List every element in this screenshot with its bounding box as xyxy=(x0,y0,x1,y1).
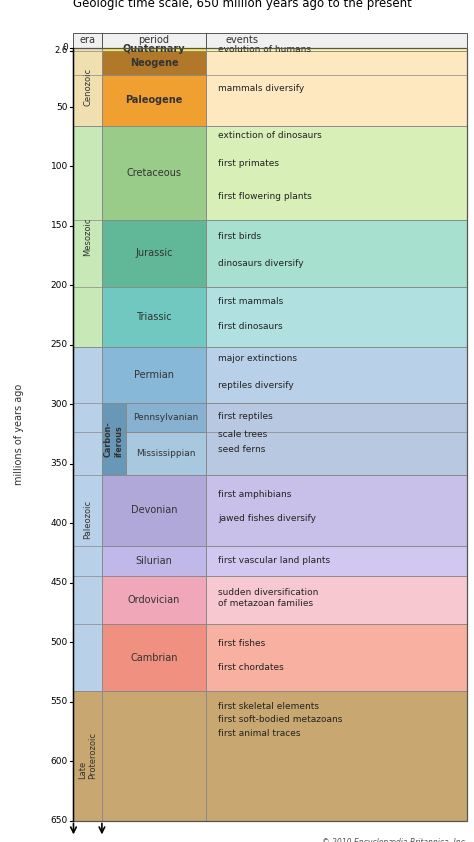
Text: Carbon-
iferous: Carbon- iferous xyxy=(104,421,123,456)
Text: 450: 450 xyxy=(51,578,68,587)
Bar xyxy=(206,347,467,403)
Text: first vascular land plants: first vascular land plants xyxy=(218,557,330,565)
Text: Jurassic: Jurassic xyxy=(135,248,173,258)
Text: Late
Proterozoic: Late Proterozoic xyxy=(78,733,97,780)
Text: sudden diversification: sudden diversification xyxy=(218,589,319,597)
Text: Cretaceous: Cretaceous xyxy=(127,168,182,178)
Text: first fishes: first fishes xyxy=(218,638,265,647)
Bar xyxy=(102,75,206,126)
Bar xyxy=(102,126,206,220)
Bar xyxy=(73,691,102,821)
Text: 300: 300 xyxy=(51,400,68,409)
Text: 50: 50 xyxy=(56,103,68,111)
Text: Silurian: Silurian xyxy=(136,556,173,566)
Bar xyxy=(73,47,102,126)
Text: 150: 150 xyxy=(51,221,68,231)
Text: Mississippian: Mississippian xyxy=(136,449,196,457)
Bar xyxy=(206,546,467,576)
Bar xyxy=(102,220,206,286)
Bar xyxy=(102,576,206,625)
Text: Paleogene: Paleogene xyxy=(125,95,183,105)
Text: 200: 200 xyxy=(51,281,68,290)
Bar xyxy=(206,220,467,286)
Bar xyxy=(206,625,467,691)
Text: first primates: first primates xyxy=(218,159,279,168)
Text: 400: 400 xyxy=(51,519,68,528)
Bar xyxy=(206,403,467,475)
Text: 250: 250 xyxy=(51,340,68,349)
Text: jawed fishes diversify: jawed fishes diversify xyxy=(218,514,316,523)
Text: first animal traces: first animal traces xyxy=(218,729,301,738)
Text: 600: 600 xyxy=(51,757,68,765)
Bar xyxy=(102,691,206,821)
Text: first reptiles: first reptiles xyxy=(218,412,273,420)
Bar xyxy=(102,403,126,475)
Bar xyxy=(102,47,206,51)
Text: Permian: Permian xyxy=(134,370,174,381)
Bar xyxy=(206,47,467,51)
Text: first amphibians: first amphibians xyxy=(218,490,292,499)
Bar xyxy=(102,475,206,546)
Text: Quaternary: Quaternary xyxy=(123,44,185,54)
Text: dinosaurs diversify: dinosaurs diversify xyxy=(218,258,304,268)
Text: first flowering plants: first flowering plants xyxy=(218,192,312,201)
Bar xyxy=(102,546,206,576)
Text: 650: 650 xyxy=(51,816,68,825)
Bar xyxy=(73,347,102,691)
Bar xyxy=(206,34,467,47)
Text: scale trees: scale trees xyxy=(218,430,267,439)
Bar xyxy=(102,34,206,47)
Text: first soft-bodied metazoans: first soft-bodied metazoans xyxy=(218,715,342,724)
Text: evolution of humans: evolution of humans xyxy=(218,45,311,54)
Text: era: era xyxy=(80,35,96,45)
Text: period: period xyxy=(138,35,170,45)
Bar xyxy=(206,51,467,126)
Text: Devonian: Devonian xyxy=(131,505,177,515)
Text: 550: 550 xyxy=(51,697,68,706)
Bar xyxy=(206,286,467,347)
Text: 500: 500 xyxy=(51,637,68,647)
Bar xyxy=(206,576,467,625)
Bar xyxy=(102,347,206,403)
Text: 2.6: 2.6 xyxy=(55,46,68,56)
Text: Cenozoic: Cenozoic xyxy=(83,67,92,106)
Text: Ordovician: Ordovician xyxy=(128,595,180,605)
Text: 0: 0 xyxy=(62,43,68,52)
Bar xyxy=(126,432,206,475)
Bar xyxy=(73,34,102,47)
Bar xyxy=(206,475,467,546)
Bar xyxy=(206,691,467,821)
Bar xyxy=(206,126,467,220)
Text: events: events xyxy=(225,35,258,45)
Bar xyxy=(73,47,467,821)
Text: seed ferns: seed ferns xyxy=(218,445,265,454)
Text: © 2010 Encyclopædia Britannica, Inc.: © 2010 Encyclopædia Britannica, Inc. xyxy=(322,839,467,842)
Text: extinction of dinosaurs: extinction of dinosaurs xyxy=(218,131,322,140)
Text: Pennsylvanian: Pennsylvanian xyxy=(133,413,199,422)
Text: 100: 100 xyxy=(51,162,68,171)
Bar xyxy=(126,403,206,432)
Text: Cambrian: Cambrian xyxy=(130,653,178,663)
Text: mammals diversify: mammals diversify xyxy=(218,84,304,93)
Bar xyxy=(102,625,206,691)
Text: Paleozoic: Paleozoic xyxy=(83,499,92,539)
Bar xyxy=(102,51,206,75)
Text: reptiles diversify: reptiles diversify xyxy=(218,381,294,390)
Text: first mammals: first mammals xyxy=(218,297,283,306)
Text: first birds: first birds xyxy=(218,232,261,241)
Bar xyxy=(102,286,206,347)
Text: Neogene: Neogene xyxy=(130,58,178,68)
Text: of metazoan families: of metazoan families xyxy=(218,600,313,609)
Text: Mesozoic: Mesozoic xyxy=(83,217,92,256)
Text: first chordates: first chordates xyxy=(218,663,284,672)
Text: Triassic: Triassic xyxy=(136,312,172,322)
Text: first skeletal elements: first skeletal elements xyxy=(218,702,319,711)
Bar xyxy=(73,126,102,347)
Text: Geologic time scale, 650 million years ago to the present: Geologic time scale, 650 million years a… xyxy=(73,0,412,9)
Text: 350: 350 xyxy=(51,460,68,468)
Text: major extinctions: major extinctions xyxy=(218,354,297,363)
Text: millions of years ago: millions of years ago xyxy=(14,383,24,485)
Text: first dinosaurs: first dinosaurs xyxy=(218,322,283,331)
